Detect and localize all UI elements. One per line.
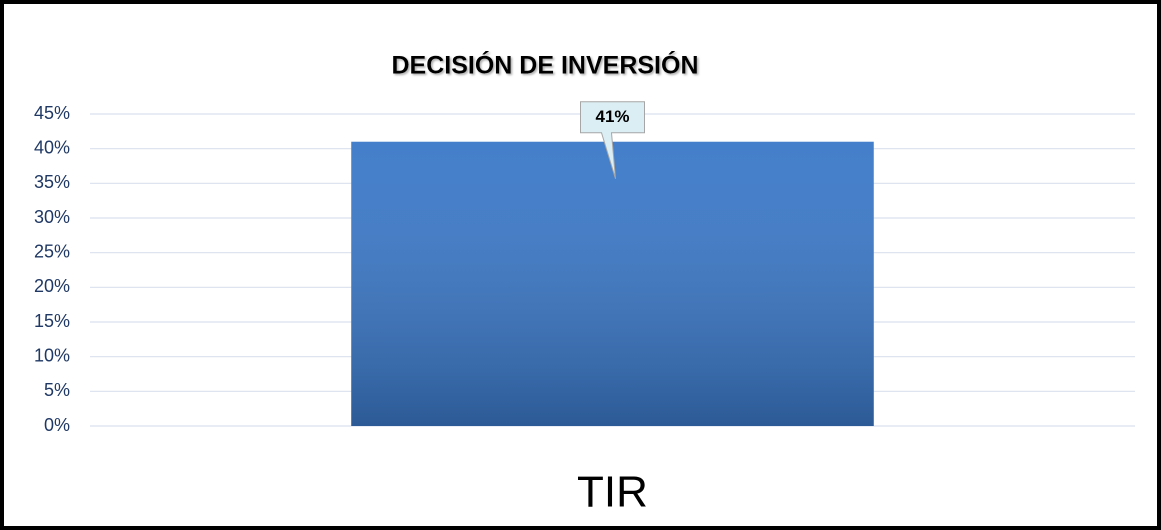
y-tick-label: 20% bbox=[34, 276, 70, 296]
y-tick-label: 0% bbox=[44, 415, 70, 435]
y-tick-label: 30% bbox=[34, 207, 70, 227]
bar bbox=[351, 141, 874, 426]
data-label: 41% bbox=[595, 107, 629, 126]
y-tick-label: 35% bbox=[34, 172, 70, 192]
chart-title: DECISIÓN DE INVERSIÓN bbox=[392, 50, 699, 80]
y-tick-label: 45% bbox=[34, 103, 70, 123]
y-tick-label: 40% bbox=[34, 137, 70, 157]
x-tick-label: TIR bbox=[577, 468, 648, 517]
y-tick-label: 10% bbox=[34, 345, 70, 365]
y-tick-label: 5% bbox=[44, 380, 70, 400]
data-callout bbox=[580, 101, 645, 179]
y-tick-label: 25% bbox=[34, 241, 70, 261]
y-tick-label: 15% bbox=[34, 311, 70, 331]
